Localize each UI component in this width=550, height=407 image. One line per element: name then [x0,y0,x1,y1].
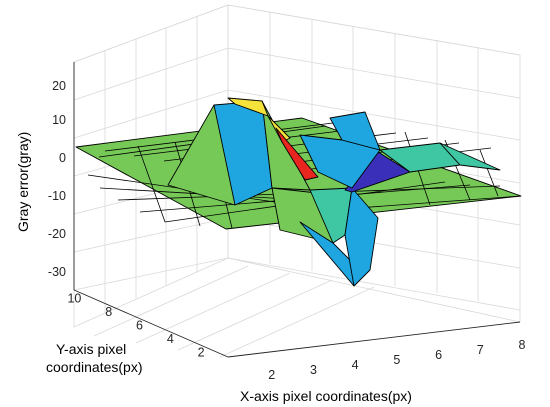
y-axis-line [73,289,229,358]
y-axis-label-line1: Y-axis pixel [56,341,126,357]
x-tick-label: 2 [268,368,275,382]
y-tick-label: 10 [67,292,81,306]
x-tick-label: 3 [310,363,317,377]
z-axis-label: Gray error(gray) [15,132,31,232]
x-axis-label: X-axis pixel coordinates(px) [240,388,412,404]
z-tick-label: 0 [59,151,66,165]
x-tick-labels: 2 3 4 5 6 7 8 [268,338,525,382]
axes [73,62,521,358]
x-axis-line [227,321,521,358]
z-tick-label: 10 [52,113,66,127]
x-tick-label: 8 [519,338,526,352]
valley-back-blue [329,111,381,151]
peak-ridge-red [275,127,319,181]
y-tick-label: 6 [136,319,143,333]
surface-valley [271,111,501,287]
valley-blue-right [344,187,379,287]
x-tick-label: 4 [352,358,359,372]
z-tick-label: -30 [48,265,66,279]
y-tick-label: 2 [198,345,205,359]
x-tick-label: 6 [435,348,442,362]
x-tick-label: 5 [393,353,400,367]
surface-peak [167,97,319,206]
y-tick-labels: 2 4 6 8 10 [67,292,204,360]
y-tick-label: 8 [105,305,112,319]
x-tick-label: 7 [477,343,484,357]
valley-top-blue [299,134,381,189]
z-tick-label: 20 [52,79,66,93]
valley-far-teal [439,142,501,171]
z-tick-labels: 20 10 0 -10 -20 -30 [48,79,66,279]
z-tick-label: -20 [48,227,66,241]
y-axis-label-line2: coordinates(px) [46,359,143,375]
z-tick-label: -10 [48,189,66,203]
y-tick-label: 4 [167,332,174,346]
